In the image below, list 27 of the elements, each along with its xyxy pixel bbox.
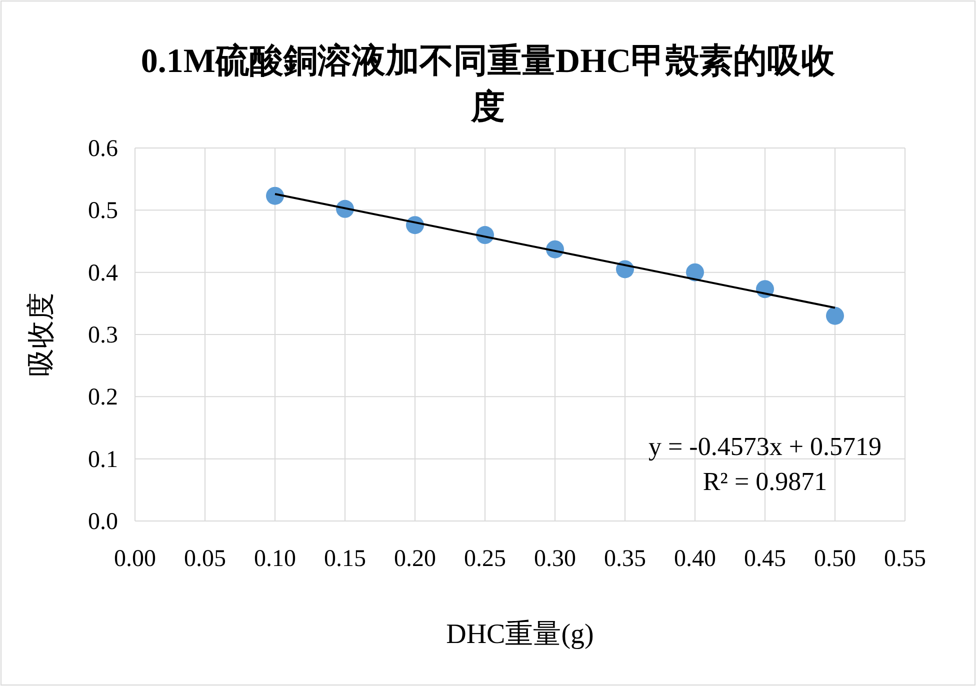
x-tick-label: 0.30: [534, 546, 576, 572]
x-tick-label: 0.05: [184, 546, 226, 572]
x-tick-label: 0.55: [884, 546, 926, 572]
x-tick-label: 0.35: [604, 546, 646, 572]
x-tick-label: 0.40: [674, 546, 716, 572]
annotation: y = -0.4573x + 0.5719: [648, 432, 882, 461]
y-axis-title: 吸收度: [26, 292, 57, 376]
y-tick-label: 0.3: [88, 322, 118, 348]
y-tick-label: 0.4: [88, 260, 118, 286]
x-tick-label: 0.50: [814, 546, 856, 572]
x-tick-label: 0.10: [254, 546, 296, 572]
point: [686, 263, 704, 282]
point: [826, 306, 844, 325]
x-tick-label: 0.20: [394, 546, 436, 572]
x-axis-title: DHC重量(g): [446, 619, 594, 650]
chart-title: 0.1M硫酸銅溶液加不同重量DHC甲殼素的吸收度: [140, 42, 836, 126]
y-tick-label: 0.6: [88, 136, 118, 162]
y-tick-label: 0.0: [88, 509, 118, 535]
y-tick-label: 0.1: [88, 446, 118, 473]
point: [266, 186, 284, 205]
x-tick-label: 0.15: [324, 546, 366, 572]
x-tick-label: 0.45: [744, 546, 786, 572]
x-tick-label: 0.25: [464, 546, 506, 572]
y-tick-label: 0.2: [88, 384, 118, 411]
annotation: R² = 0.9871: [702, 467, 828, 496]
y-tick-label: 0.5: [88, 198, 118, 224]
x-tick-label: 0.00: [114, 546, 156, 572]
